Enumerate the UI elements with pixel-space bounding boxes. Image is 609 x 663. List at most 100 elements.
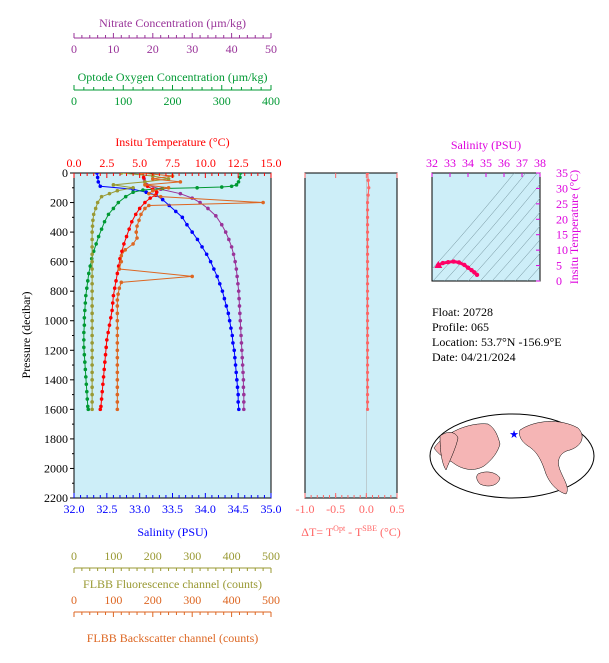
backscatter-point	[178, 180, 183, 184]
fluorescence-point	[90, 392, 94, 397]
ts-y-tick-label: 15	[556, 228, 568, 242]
pressure-tick-label: 200	[50, 196, 68, 210]
backscatter-point	[115, 407, 120, 412]
salinity-point	[204, 252, 209, 257]
oxygen-point	[86, 407, 91, 412]
nitrate-point	[237, 296, 241, 301]
ts-x-tick-label: 37	[516, 156, 528, 170]
delta-tick-label: -0.5	[326, 502, 345, 516]
fluorescence-tick-label: 0	[71, 549, 77, 563]
fluorescence-point	[90, 378, 94, 382]
delta-point	[365, 230, 370, 234]
temperature-point	[124, 234, 129, 239]
salinity-point	[233, 363, 238, 367]
backscatter-tick-label: 0	[71, 593, 77, 607]
backscatter-point	[147, 191, 151, 196]
salinity-point	[220, 289, 225, 293]
delta-series-layer	[365, 173, 371, 498]
nitrate-axis: 0 10 20 30 40 50 Nitrate Concentration (µm/kg)	[71, 16, 277, 56]
nitrate-point	[237, 304, 242, 308]
oxygen-point	[131, 190, 135, 195]
oxygen-point	[82, 323, 87, 327]
map-landmass-australia	[476, 471, 501, 487]
salinity-point	[236, 400, 240, 404]
delta-point	[366, 178, 370, 182]
temperature-point	[108, 315, 113, 320]
oxygen-point	[99, 227, 104, 231]
temperature-tick-label: 15.0	[261, 156, 282, 170]
delta-point	[365, 326, 370, 330]
oxygen-point	[106, 212, 111, 217]
delta-point	[365, 304, 370, 308]
ts-y-tick-label: 5	[556, 259, 562, 273]
pressure-tick-label: 2000	[44, 461, 68, 475]
oxygen-point	[195, 185, 199, 190]
oxygen-point	[84, 382, 89, 387]
temperature-tick-label: 2.5	[99, 156, 114, 170]
oxygen-point	[229, 184, 234, 189]
fluorescence-point	[90, 400, 94, 404]
fluorescence-point	[90, 326, 94, 330]
fluorescence-point	[90, 281, 94, 286]
oxygen-point	[234, 183, 239, 187]
ts-y-tick-label: 20	[556, 212, 568, 226]
main-profile-plot: 0200400600800100012001400160018002000220…	[19, 16, 282, 645]
temperature-point	[103, 360, 107, 364]
ts-x-tick-label: 36	[498, 156, 510, 170]
backscatter-point	[119, 259, 124, 264]
oxygen-tick-label: 400	[262, 94, 280, 108]
backscatter-point	[261, 200, 265, 205]
temperature-tick-label: 7.5	[165, 156, 180, 170]
ts-series-layer	[434, 259, 480, 278]
backscatter-point	[115, 363, 120, 367]
backscatter-point	[119, 253, 124, 258]
temperature-point	[114, 279, 118, 283]
temperature-point	[101, 382, 105, 387]
temperature-point	[107, 323, 112, 327]
delta-t-sup-sbe: SBE	[362, 524, 377, 533]
backscatter-point	[166, 185, 171, 190]
pressure-tick-label: 2200	[44, 491, 68, 505]
temperature-point	[103, 352, 108, 357]
salinity-point	[96, 180, 101, 184]
nitrate-point	[206, 206, 210, 211]
fluorescence-point	[93, 206, 98, 211]
nitrate-point	[241, 370, 245, 375]
ts-isopycnal	[491, 225, 540, 281]
salinity-point	[98, 184, 103, 189]
temperature-axis: 0.0 2.5 5.0 7.5 10.0 12.5 15.0 Insitu Temperatu…	[67, 135, 282, 178]
temperature-tick-label: 5.0	[132, 156, 147, 170]
oxygen-point	[84, 293, 88, 298]
ts-x-tick-label: 33	[444, 156, 456, 170]
oxygen-point	[86, 271, 91, 276]
backscatter-series	[115, 173, 265, 412]
ts-isopycnal	[432, 173, 515, 270]
fluorescence-point	[90, 259, 94, 264]
oxygen-point	[82, 352, 87, 357]
ts-x-tick-label: 32	[426, 156, 438, 170]
oxygen-point	[83, 360, 87, 364]
backscatter-point	[139, 212, 143, 217]
oxygen-point	[94, 242, 98, 246]
nitrate-point	[227, 237, 231, 242]
salinity-point	[224, 304, 229, 308]
oxygen-point	[141, 188, 145, 192]
salinity-point	[232, 348, 237, 353]
salinity-tick-label: 32.0	[64, 502, 85, 516]
fluorescence-point	[166, 177, 171, 181]
fluorescence-tick-label: 200	[144, 549, 162, 563]
fluorescence-point	[131, 185, 135, 190]
backscatter-point	[119, 280, 124, 285]
delta-point	[365, 237, 370, 242]
nitrate-point	[242, 400, 246, 404]
oxygen-point	[123, 194, 128, 199]
salinity-point	[208, 259, 213, 264]
delta-point	[365, 296, 370, 301]
oxygen-axis: 0 100 200 300 400 Optode Oxygen Concentration…	[71, 70, 280, 108]
fluorescence-point	[107, 191, 112, 196]
nitrate-series	[141, 173, 246, 412]
ts-point	[474, 272, 480, 278]
nitrate-point	[240, 363, 245, 367]
fluorescence-point	[90, 355, 94, 360]
